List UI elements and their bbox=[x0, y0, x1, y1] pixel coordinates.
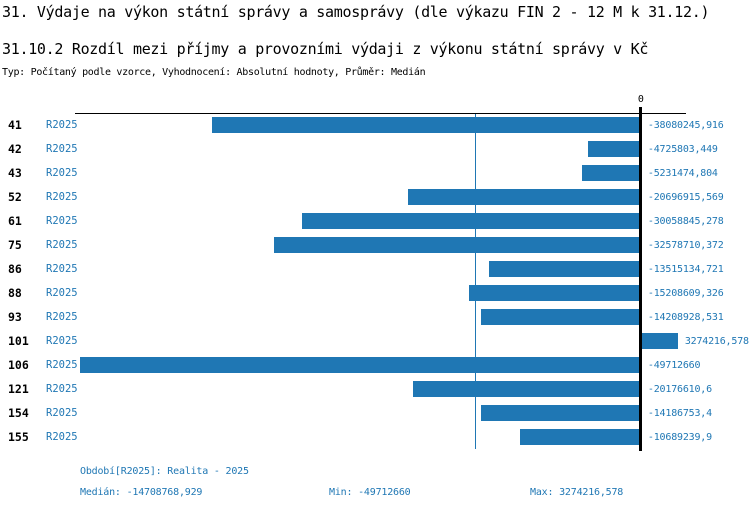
row-category-label: 52 bbox=[8, 190, 22, 204]
row-category-label: 61 bbox=[8, 214, 22, 228]
row-category-label: 101 bbox=[8, 334, 29, 348]
row-series-label: R2025 bbox=[46, 143, 78, 155]
zero-tick-label: 0 bbox=[637, 94, 644, 105]
value-bar bbox=[302, 213, 641, 229]
value-bar bbox=[488, 261, 641, 277]
value-bar bbox=[80, 357, 641, 373]
zero-axis-line bbox=[639, 107, 643, 451]
chart-row: 93 R2025 -14208928,531 bbox=[0, 305, 750, 329]
chart-row: 42 R2025 -4725803,449 bbox=[0, 137, 750, 161]
chart-row: 121 R2025 -20176610,6 bbox=[0, 377, 750, 401]
bar-chart: 0 41 R2025 -38080245,916 42 R2025 -4725803,44… bbox=[0, 94, 750, 451]
bar-value-label: -5231474,804 bbox=[647, 168, 718, 179]
median-line bbox=[475, 113, 477, 449]
row-series-label: R2025 bbox=[46, 311, 78, 323]
value-bar bbox=[480, 309, 641, 325]
bar-value-label: -20696915,569 bbox=[647, 192, 724, 203]
value-bar bbox=[587, 141, 641, 157]
row-series-label: R2025 bbox=[46, 431, 78, 443]
median-summary-label: Medián: -14708768,929 bbox=[80, 487, 203, 498]
row-category-label: 121 bbox=[8, 382, 29, 396]
report-title: 31. Výdaje na výkon státní správy a samo… bbox=[2, 3, 710, 21]
chart-row: 155 R2025 -10689239,9 bbox=[0, 425, 750, 449]
bar-value-label: -14208928,531 bbox=[647, 312, 724, 323]
bar-value-label: -10689239,9 bbox=[647, 432, 712, 443]
row-series-label: R2025 bbox=[46, 239, 78, 251]
row-series-label: R2025 bbox=[46, 215, 78, 227]
chart-subtitle: Typ: Počítaný podle vzorce, Vyhodnocení:… bbox=[2, 67, 426, 78]
row-category-label: 42 bbox=[8, 142, 22, 156]
bar-value-label: -30058845,278 bbox=[647, 216, 724, 227]
chart-row: 154 R2025 -14186753,4 bbox=[0, 401, 750, 425]
row-category-label: 75 bbox=[8, 238, 22, 252]
row-series-label: R2025 bbox=[46, 407, 78, 419]
row-series-label: R2025 bbox=[46, 191, 78, 203]
row-category-label: 41 bbox=[8, 118, 22, 132]
row-series-label: R2025 bbox=[46, 287, 78, 299]
period-label: Období[R2025]: Realita - 2025 bbox=[80, 466, 249, 477]
row-series-label: R2025 bbox=[46, 335, 78, 347]
chart-row: 41 R2025 -38080245,916 bbox=[0, 113, 750, 137]
row-series-label: R2025 bbox=[46, 167, 78, 179]
chart-row: 75 R2025 -32578710,372 bbox=[0, 233, 750, 257]
bar-value-label: -4725803,449 bbox=[647, 144, 718, 155]
row-category-label: 155 bbox=[8, 430, 29, 444]
chart-title: 31.10.2 Rozdíl mezi příjmy a provozními … bbox=[2, 40, 649, 58]
bar-value-label: -20176610,6 bbox=[647, 384, 712, 395]
value-bar bbox=[211, 117, 641, 133]
row-series-label: R2025 bbox=[46, 119, 78, 131]
value-bar bbox=[413, 381, 641, 397]
chart-row: 43 R2025 -5231474,804 bbox=[0, 161, 750, 185]
chart-row: 86 R2025 -13515134,721 bbox=[0, 257, 750, 281]
max-summary-label: Max: 3274216,578 bbox=[530, 487, 624, 498]
row-category-label: 106 bbox=[8, 358, 29, 372]
chart-row: 101 R2025 3274216,578 bbox=[0, 329, 750, 353]
value-bar bbox=[469, 285, 641, 301]
value-bar bbox=[581, 165, 641, 181]
value-bar bbox=[407, 189, 641, 205]
chart-row: 106 R2025 -49712660 bbox=[0, 353, 750, 377]
value-bar bbox=[480, 405, 641, 421]
chart-row: 61 R2025 -30058845,278 bbox=[0, 209, 750, 233]
bar-value-label: -32578710,372 bbox=[647, 240, 724, 251]
x-axis-top-line bbox=[75, 113, 686, 114]
row-category-label: 88 bbox=[8, 286, 22, 300]
value-bar bbox=[273, 237, 641, 253]
chart-row: 88 R2025 -15208609,326 bbox=[0, 281, 750, 305]
bar-value-label: 3274216,578 bbox=[684, 336, 749, 347]
bar-value-label: -13515134,721 bbox=[647, 264, 724, 275]
min-summary-label: Min: -49712660 bbox=[329, 487, 411, 498]
bar-value-label: -38080245,916 bbox=[647, 120, 724, 131]
row-category-label: 86 bbox=[8, 262, 22, 276]
row-series-label: R2025 bbox=[46, 383, 78, 395]
value-bar bbox=[520, 429, 641, 445]
bar-value-label: -14186753,4 bbox=[647, 408, 712, 419]
value-bar bbox=[640, 333, 678, 349]
row-category-label: 93 bbox=[8, 310, 22, 324]
bar-value-label: -15208609,326 bbox=[647, 288, 724, 299]
row-series-label: R2025 bbox=[46, 263, 78, 275]
row-series-label: R2025 bbox=[46, 359, 78, 371]
bar-value-label: -49712660 bbox=[647, 360, 701, 371]
chart-row: 52 R2025 -20696915,569 bbox=[0, 185, 750, 209]
row-category-label: 154 bbox=[8, 406, 29, 420]
row-category-label: 43 bbox=[8, 166, 22, 180]
